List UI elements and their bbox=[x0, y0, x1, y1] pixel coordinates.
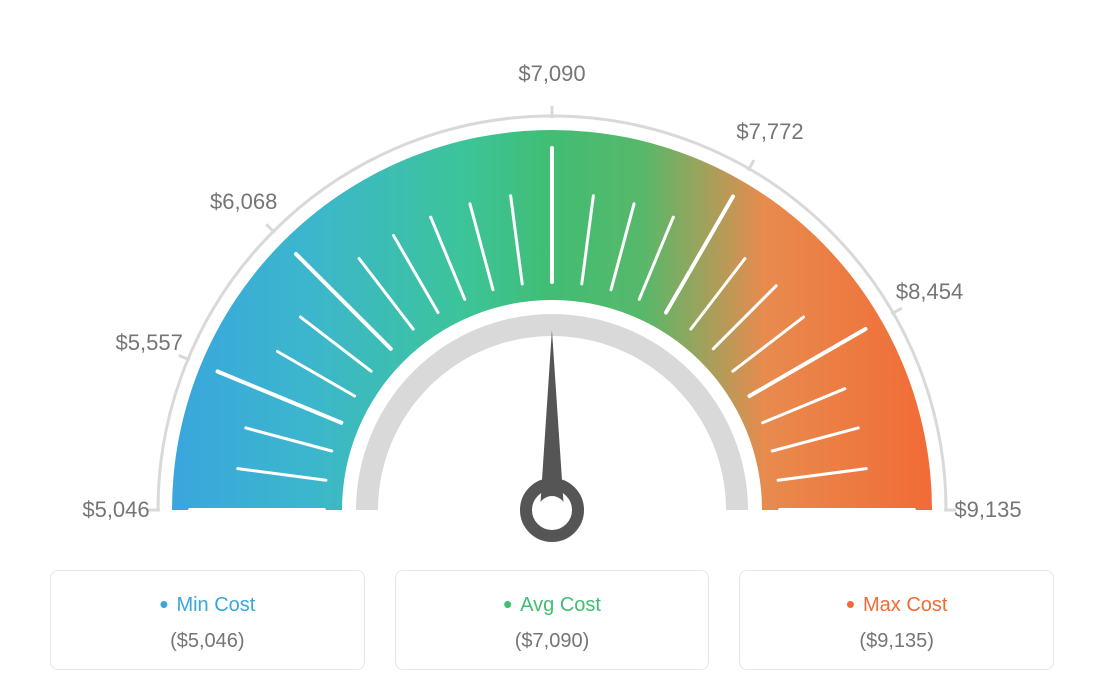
gauge-chart: $5,046 $5,557 $6,068 $7,090 $7,772 $8,454 $9,1… bbox=[52, 20, 1052, 560]
legend-min-value: ($5,046) bbox=[63, 630, 352, 653]
gauge-tick-label: $8,454 bbox=[896, 279, 963, 305]
legend-min-label: Min Cost bbox=[63, 589, 352, 620]
gauge-tick-label: $7,772 bbox=[736, 119, 803, 145]
gauge-tick-label: $6,068 bbox=[210, 189, 277, 215]
legend-card-avg: Avg Cost ($7,090) bbox=[395, 570, 710, 670]
legend-card-max: Max Cost ($9,135) bbox=[739, 570, 1054, 670]
legend-max-label: Max Cost bbox=[752, 589, 1041, 620]
legend-avg-label: Avg Cost bbox=[408, 589, 697, 620]
gauge-tick-label: $7,090 bbox=[518, 61, 585, 87]
gauge-tick-label: $5,557 bbox=[116, 330, 183, 356]
legend-max-value: ($9,135) bbox=[752, 630, 1041, 653]
legend-card-min: Min Cost ($5,046) bbox=[50, 570, 365, 670]
gauge-tick-label: $9,135 bbox=[954, 497, 1021, 523]
legend-avg-value: ($7,090) bbox=[408, 630, 697, 653]
legend-row: Min Cost ($5,046) Avg Cost ($7,090) Max … bbox=[20, 570, 1084, 670]
gauge-tick-label: $5,046 bbox=[82, 497, 149, 523]
